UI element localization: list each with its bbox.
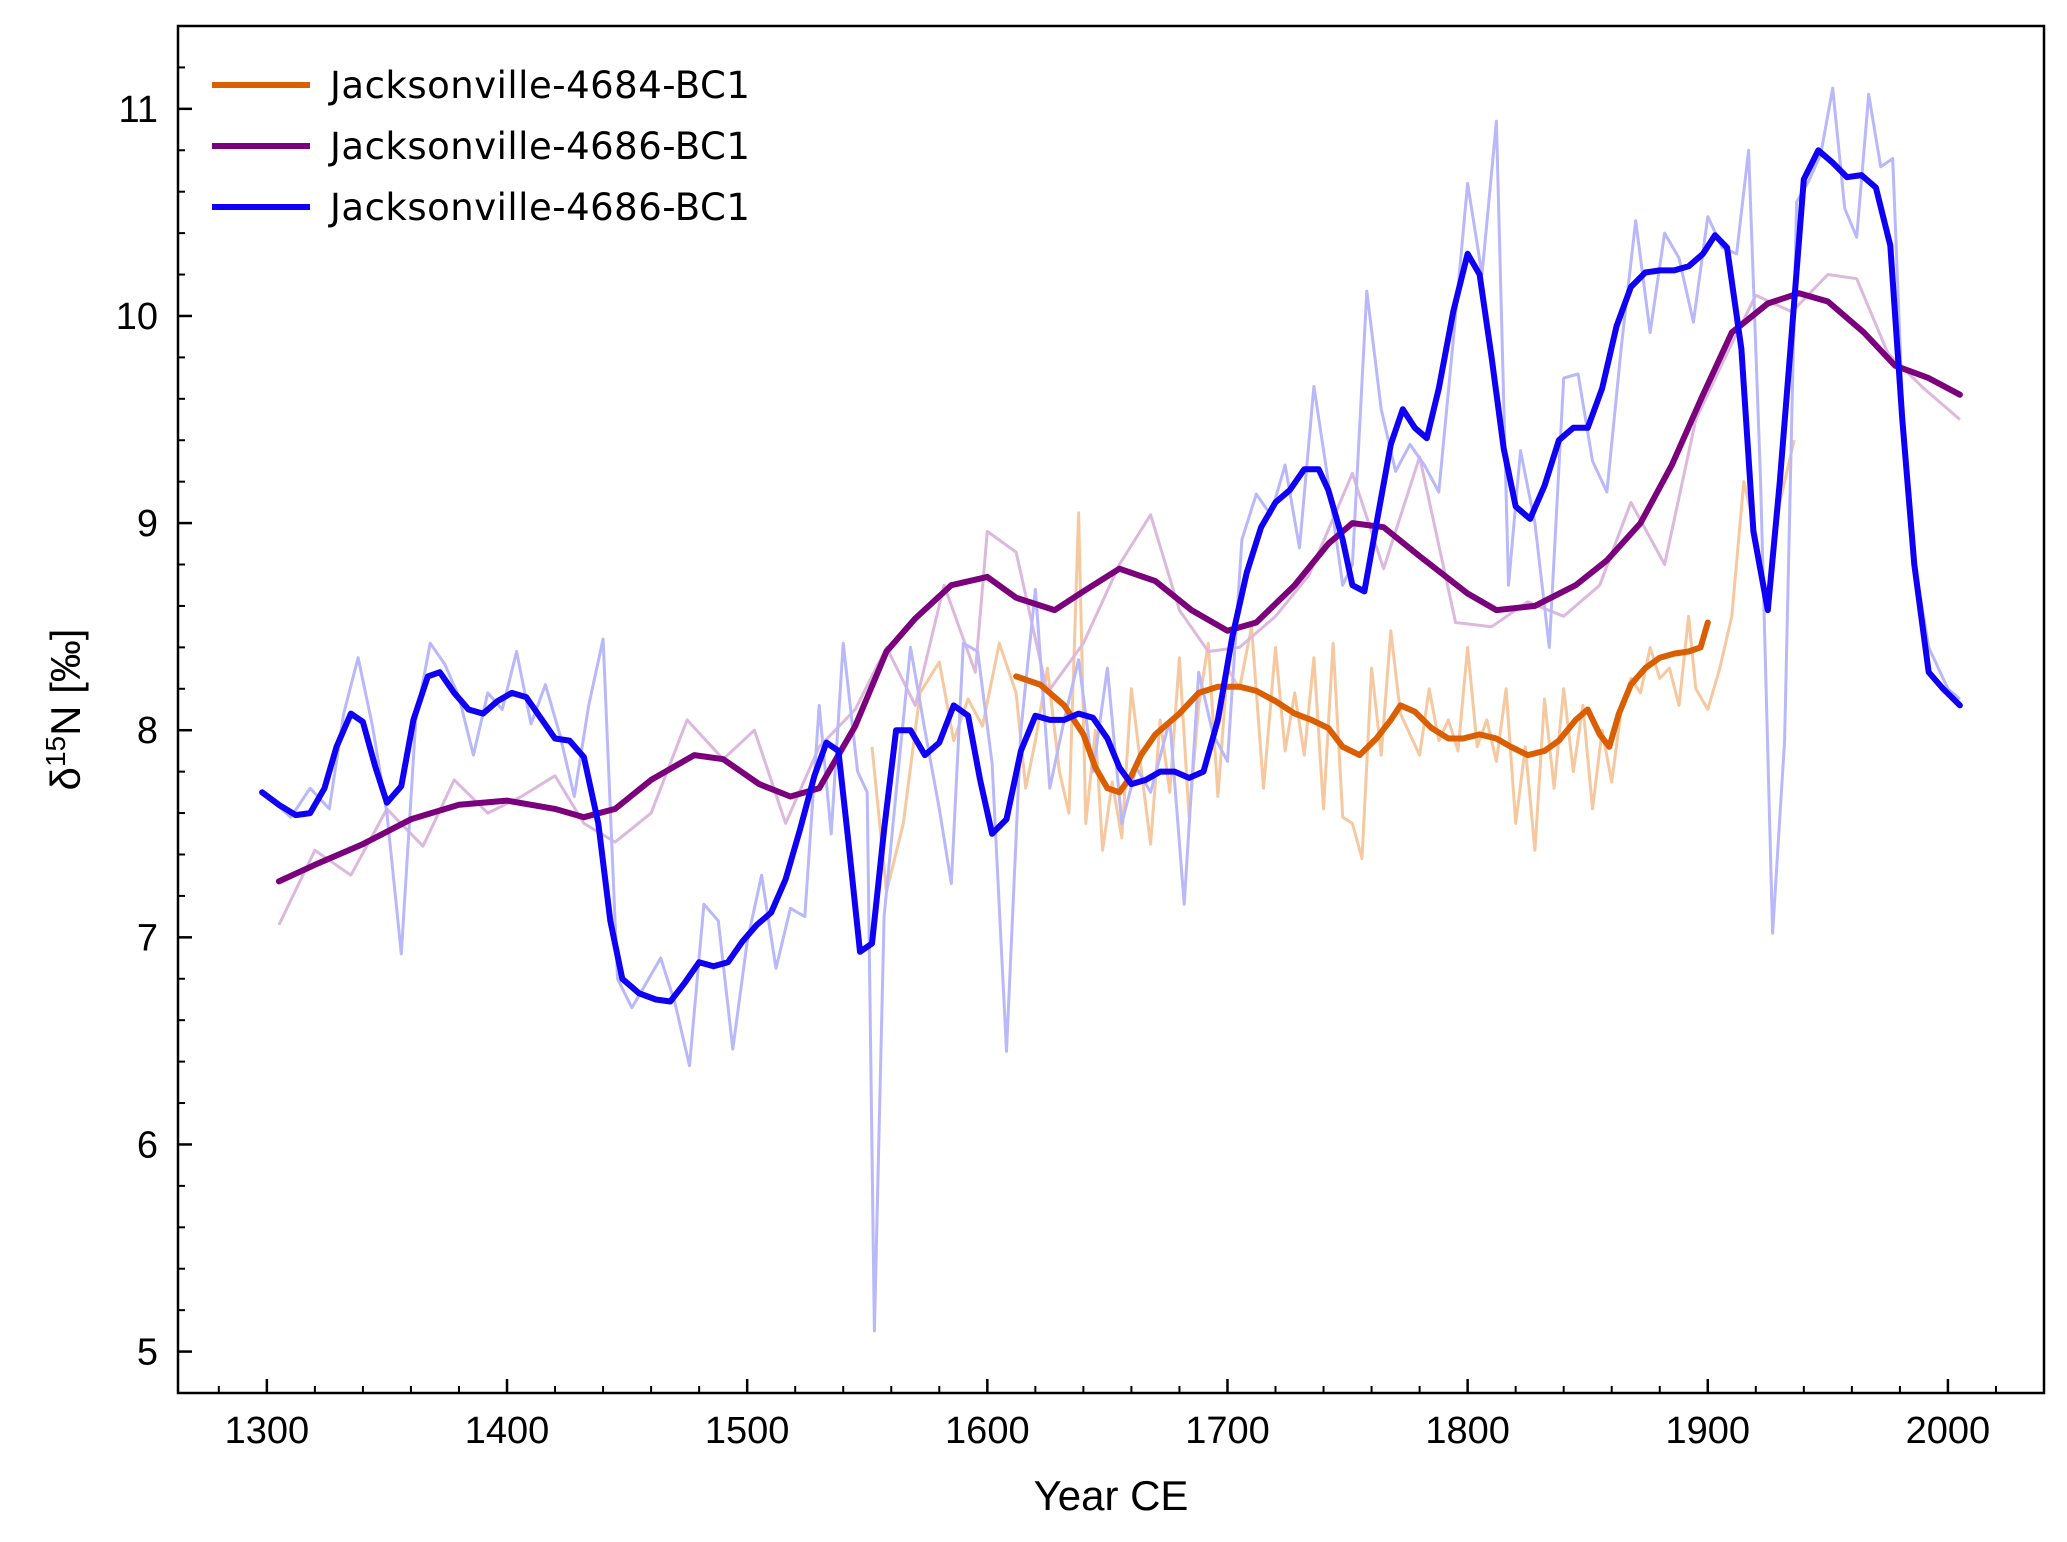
raw-series-1 — [870, 439, 1796, 894]
y-tick-label: 10 — [116, 296, 158, 338]
y-axis-label-unit: N [‰] — [42, 629, 89, 736]
y-tick-label: 5 — [137, 1332, 158, 1374]
smoothed-series-1 — [1013, 619, 1711, 796]
y-tick-label: 11 — [119, 89, 158, 131]
legend-label-1: Jacksonville-4684-BC1 — [328, 64, 750, 107]
smoothed-series-3 — [259, 147, 1963, 1005]
plot-area-frame — [176, 24, 2046, 1395]
y-axis-label: δ15N [‰] — [40, 629, 90, 791]
raw-series-3 — [261, 86, 1961, 1333]
y-tick-label: 9 — [137, 503, 158, 545]
x-axis: 1300 1400 1500 1600 1700 1800 1900 2000 — [217, 1379, 2045, 1452]
y-tick-label: 6 — [137, 1124, 158, 1166]
x-axis-label: Year CE — [1034, 1472, 1189, 1519]
y-axis-label-superscript: 15 — [40, 736, 71, 767]
legend: Jacksonville-4684-BC1 Jacksonville-4686-… — [212, 64, 750, 229]
y-axis: 5 6 7 8 9 10 11 — [116, 25, 192, 1394]
x-tick-label: 1600 — [945, 1410, 1030, 1452]
x-tick-label: 1700 — [1185, 1410, 1270, 1452]
x-tick-label: 1800 — [1425, 1410, 1510, 1452]
legend-label-3: Jacksonville-4686-BC1 — [328, 186, 750, 229]
x-tick-label: 1300 — [225, 1410, 310, 1452]
y-axis-label-delta: δ — [42, 767, 89, 790]
smoothed-series-lines — [259, 147, 1963, 1005]
raw-series-2 — [277, 273, 1961, 926]
x-tick-label: 2000 — [1906, 1410, 1991, 1452]
x-tick-label: 1900 — [1666, 1410, 1751, 1452]
x-tick-label: 1400 — [465, 1410, 550, 1452]
y-tick-label: 7 — [137, 917, 158, 959]
x-tick-label: 1500 — [705, 1410, 790, 1452]
smoothed-series-2 — [275, 290, 1963, 885]
raw-series-lines — [261, 86, 1961, 1333]
y-tick-label: 8 — [137, 710, 158, 752]
legend-label-2: Jacksonville-4686-BC1 — [328, 125, 750, 168]
